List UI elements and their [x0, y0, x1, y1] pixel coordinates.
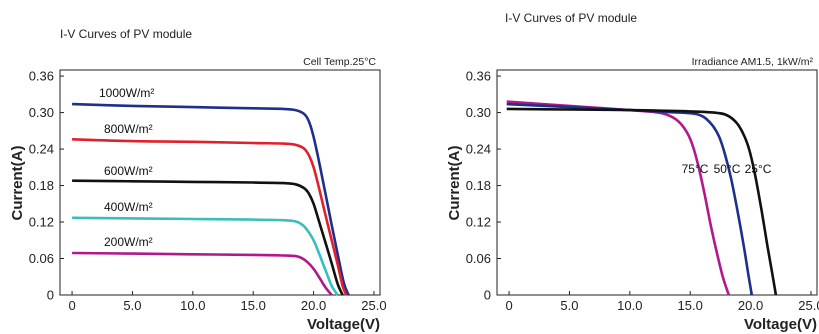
- y-tick-label: 0.24: [29, 142, 54, 157]
- series-line-2: [506, 107, 778, 296]
- series-line-4: [72, 251, 333, 296]
- x-tick-label: 10.0: [617, 298, 642, 313]
- x-tick-label: 20.0: [738, 298, 763, 313]
- x-tick-label: 20.0: [301, 298, 326, 313]
- left-x-ticks: 0 5.0 10.0 15.0 20.0 25.0: [68, 291, 387, 313]
- series-line-1: [506, 102, 754, 296]
- series-label-800: 800W/m²: [104, 122, 153, 136]
- y-tick-label: 0.24: [466, 142, 491, 157]
- series-label-1000: 1000W/m²: [99, 86, 154, 100]
- y-tick-label: 0.12: [29, 215, 54, 230]
- right-series-labels: 75°C 50°C 25°C: [682, 162, 772, 176]
- y-tick-label: 0.36: [466, 69, 491, 84]
- y-tick-label: 0.12: [466, 215, 491, 230]
- series-label-25c: 25°C: [745, 162, 772, 176]
- y-tick-label: 0: [484, 288, 491, 303]
- x-tick-label: 15.0: [678, 298, 703, 313]
- left-y-axis-label: Current(A): [9, 146, 26, 221]
- left-series-labels: 1000W/m² 800W/m² 600W/m² 400W/m² 200W/m²: [99, 86, 154, 249]
- chart-left: I-V Curves of PV module Cell Temp.25°C V…: [9, 27, 387, 333]
- y-tick-label: 0.30: [466, 105, 491, 120]
- series-line-2: [72, 179, 344, 296]
- y-tick-label: 0.18: [29, 178, 54, 193]
- left-chart-title: I-V Curves of PV module: [60, 27, 192, 41]
- right-chart-title: I-V Curves of PV module: [505, 11, 637, 25]
- right-series-lines: [506, 100, 778, 296]
- series-label-600: 600W/m²: [104, 164, 153, 178]
- chart-right: I-V Curves of PV module Irradiance AM1.5…: [446, 11, 819, 333]
- x-tick-label: 25.0: [798, 298, 819, 313]
- series-label-75c: 75°C: [682, 162, 709, 176]
- left-plot-frame: [59, 69, 381, 296]
- y-tick-label: 0.06: [29, 251, 54, 266]
- x-tick-label: 0: [68, 298, 75, 313]
- y-tick-label: 0.06: [466, 251, 491, 266]
- series-label-400: 400W/m²: [104, 200, 153, 214]
- x-tick-label: 15.0: [241, 298, 266, 313]
- left-series-lines: [72, 102, 350, 296]
- x-tick-label: 5.0: [123, 298, 141, 313]
- right-y-axis-label: Current(A): [446, 146, 463, 221]
- right-plot-frame: [496, 69, 818, 296]
- x-tick-label: 10.0: [180, 298, 205, 313]
- left-chart-annotation: Cell Temp.25°C: [303, 56, 376, 68]
- series-line-3: [72, 216, 339, 296]
- y-tick-label: 0.36: [29, 69, 54, 84]
- series-line-1: [72, 138, 348, 296]
- y-tick-label: 0.30: [29, 105, 54, 120]
- x-tick-label: 0: [505, 298, 512, 313]
- y-tick-label: 0.18: [466, 178, 491, 193]
- x-tick-label: 5.0: [560, 298, 578, 313]
- right-x-axis-label: Voltage(V): [744, 316, 817, 333]
- left-x-axis-label: Voltage(V): [307, 316, 380, 333]
- series-line-0: [506, 100, 731, 296]
- x-tick-label: 25.0: [361, 298, 386, 313]
- series-label-200: 200W/m²: [104, 235, 153, 249]
- right-chart-annotation: Irradiance AM1.5, 1kW/m²: [692, 56, 814, 68]
- right-y-ticks: 0 0.06 0.12 0.18 0.24 0.30 0.36: [466, 69, 501, 303]
- right-x-ticks: 0 5.0 10.0 15.0 20.0 25.0: [505, 291, 819, 313]
- left-y-ticks: 0 0.06 0.12 0.18 0.24 0.30 0.36: [29, 69, 64, 303]
- y-tick-label: 0: [47, 288, 54, 303]
- series-label-50c: 50°C: [714, 162, 741, 176]
- series-line-0: [72, 102, 350, 296]
